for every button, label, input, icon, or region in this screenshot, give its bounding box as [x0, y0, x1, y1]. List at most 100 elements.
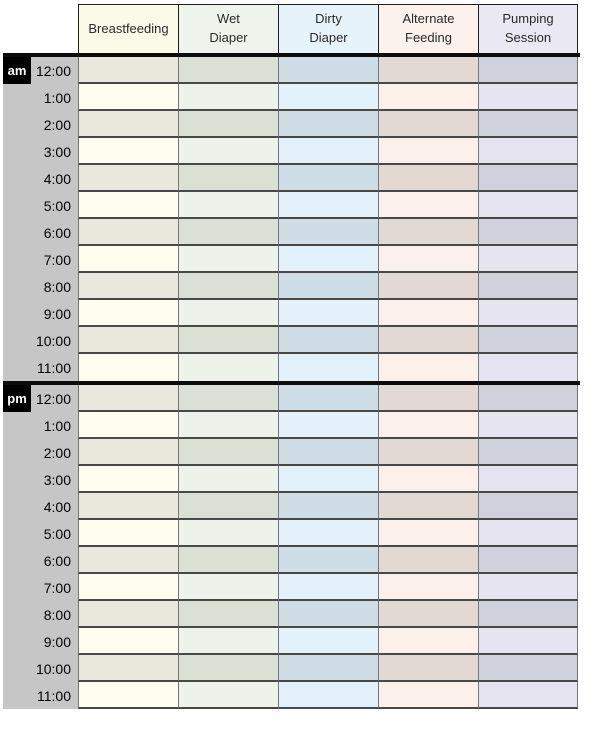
log-cell-dirty-diaper-pm-3:00: [278, 466, 378, 493]
log-cell-alternate-feeding-am-2:00: [378, 111, 478, 138]
log-cell-breastfeeding-pm-2:00: [78, 439, 178, 466]
log-cell-pumping-session-am-3:00: [478, 138, 578, 165]
log-cell-pumping-session-am-2:00: [478, 111, 578, 138]
log-cell-alternate-feeding-pm-2:00: [378, 439, 478, 466]
log-cell-dirty-diaper-pm-2:00: [278, 439, 378, 466]
time-label-text: 2:00: [43, 444, 71, 461]
header-corner-spacer: [3, 4, 78, 53]
log-cell-breastfeeding-pm-4:00: [78, 493, 178, 520]
log-cell-dirty-diaper-am-6:00: [278, 219, 378, 246]
log-cell-wet-diaper-am-1:00: [178, 84, 278, 111]
column-header-alternate-feeding: Alternate Feeding: [378, 4, 478, 53]
time-label-text: 3:00: [43, 143, 71, 160]
time-label-text: 4:00: [43, 498, 71, 515]
time-label-text: 1:00: [43, 417, 71, 434]
log-cell-dirty-diaper-pm-9:00: [278, 628, 378, 655]
log-cell-alternate-feeding-pm-8:00: [378, 601, 478, 628]
log-cell-dirty-diaper-pm-6:00: [278, 547, 378, 574]
time-label-text: 2:00: [43, 116, 71, 133]
meridiem-badge-am: am: [3, 57, 31, 84]
log-cell-wet-diaper-am-11:00: [178, 354, 278, 381]
log-cell-wet-diaper-pm-3:00: [178, 466, 278, 493]
log-cell-breastfeeding-am-1:00: [78, 84, 178, 111]
time-label-text: 11:00: [37, 359, 71, 376]
log-cell-breastfeeding-pm-12:00: [78, 385, 178, 412]
log-cell-wet-diaper-pm-6:00: [178, 547, 278, 574]
log-cell-pumping-session-pm-3:00: [478, 466, 578, 493]
pm-divider: [3, 381, 580, 385]
time-label-text: 6:00: [43, 224, 71, 241]
log-cell-pumping-session-pm-4:00: [478, 493, 578, 520]
log-cell-dirty-diaper-am-9:00: [278, 300, 378, 327]
log-cell-pumping-session-pm-2:00: [478, 439, 578, 466]
log-cell-pumping-session-am-6:00: [478, 219, 578, 246]
log-cell-breastfeeding-am-8:00: [78, 273, 178, 300]
time-label-text: 10:00: [35, 660, 71, 677]
log-cell-alternate-feeding-am-4:00: [378, 165, 478, 192]
time-label-text: 11:00: [37, 687, 71, 704]
time-label: 9:00: [3, 300, 78, 327]
log-cell-dirty-diaper-am-10:00: [278, 327, 378, 354]
log-cell-alternate-feeding-pm-11:00: [378, 682, 478, 709]
time-label: pm 12:00: [3, 385, 78, 412]
time-label-text: 7:00: [43, 579, 71, 596]
log-cell-pumping-session-pm-8:00: [478, 601, 578, 628]
log-cell-wet-diaper-am-8:00: [178, 273, 278, 300]
log-cell-alternate-feeding-pm-5:00: [378, 520, 478, 547]
log-cell-wet-diaper-pm-5:00: [178, 520, 278, 547]
time-label: 1:00: [3, 412, 78, 439]
column-header-dirty-diaper: Dirty Diaper: [278, 4, 378, 53]
log-cell-pumping-session-pm-10:00: [478, 655, 578, 682]
log-cell-dirty-diaper-am-4:00: [278, 165, 378, 192]
time-label: 2:00: [3, 111, 78, 138]
log-cell-dirty-diaper-pm-8:00: [278, 601, 378, 628]
log-cell-wet-diaper-pm-9:00: [178, 628, 278, 655]
log-cell-breastfeeding-pm-5:00: [78, 520, 178, 547]
time-label: 2:00: [3, 439, 78, 466]
time-label-text: 12:00: [35, 390, 71, 407]
log-cell-breastfeeding-am-12:00: [78, 57, 178, 84]
log-cell-wet-diaper-am-2:00: [178, 111, 278, 138]
log-cell-breastfeeding-am-11:00: [78, 354, 178, 381]
log-cell-dirty-diaper-am-8:00: [278, 273, 378, 300]
log-cell-wet-diaper-am-7:00: [178, 246, 278, 273]
time-label: 8:00: [3, 601, 78, 628]
log-cell-dirty-diaper-am-3:00: [278, 138, 378, 165]
log-cell-pumping-session-pm-6:00: [478, 547, 578, 574]
log-cell-pumping-session-pm-5:00: [478, 520, 578, 547]
log-cell-pumping-session-am-10:00: [478, 327, 578, 354]
log-cell-dirty-diaper-am-7:00: [278, 246, 378, 273]
log-cell-breastfeeding-pm-9:00: [78, 628, 178, 655]
log-cell-breastfeeding-am-10:00: [78, 327, 178, 354]
time-label: 5:00: [3, 192, 78, 219]
log-cell-wet-diaper-am-12:00: [178, 57, 278, 84]
log-cell-breastfeeding-am-2:00: [78, 111, 178, 138]
log-cell-alternate-feeding-am-5:00: [378, 192, 478, 219]
log-cell-alternate-feeding-pm-9:00: [378, 628, 478, 655]
log-cell-dirty-diaper-pm-5:00: [278, 520, 378, 547]
log-cell-alternate-feeding-pm-10:00: [378, 655, 478, 682]
time-label: 3:00: [3, 466, 78, 493]
log-cell-wet-diaper-pm-8:00: [178, 601, 278, 628]
log-cell-pumping-session-am-7:00: [478, 246, 578, 273]
log-cell-wet-diaper-am-5:00: [178, 192, 278, 219]
time-label-text: 12:00: [35, 62, 71, 79]
log-cell-alternate-feeding-pm-3:00: [378, 466, 478, 493]
time-label-text: 10:00: [35, 332, 71, 349]
log-cell-wet-diaper-pm-12:00: [178, 385, 278, 412]
section-pm: pm 12:00 1:00 2:00 3:00 4:00 5:00 6:00 7:00 8:00 9…: [3, 385, 580, 709]
log-cell-alternate-feeding-am-3:00: [378, 138, 478, 165]
log-cell-pumping-session-pm-1:00: [478, 412, 578, 439]
log-cell-dirty-diaper-pm-1:00: [278, 412, 378, 439]
log-cell-pumping-session-pm-7:00: [478, 574, 578, 601]
time-label: am 12:00: [3, 57, 78, 84]
log-cell-alternate-feeding-am-10:00: [378, 327, 478, 354]
log-cell-dirty-diaper-pm-10:00: [278, 655, 378, 682]
time-label: 4:00: [3, 493, 78, 520]
log-cell-pumping-session-pm-11:00: [478, 682, 578, 709]
log-cell-pumping-session-am-8:00: [478, 273, 578, 300]
time-label-text: 8:00: [43, 606, 71, 623]
column-header-wet-diaper: Wet Diaper: [178, 4, 278, 53]
log-cell-wet-diaper-am-6:00: [178, 219, 278, 246]
log-cell-dirty-diaper-am-11:00: [278, 354, 378, 381]
